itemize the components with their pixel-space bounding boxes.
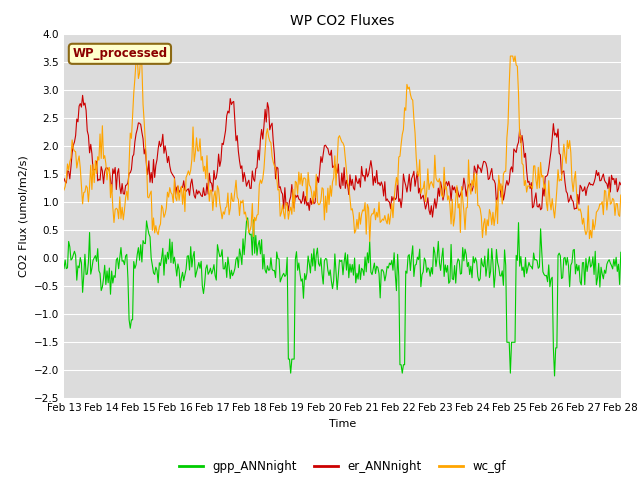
- er_ANNnight: [399, 171, 407, 177]
- gpp_ANNnight: [373, 264, 381, 269]
- gpp_ANNnight: [296, 271, 304, 276]
- gpp_ANNnight: [60, 266, 68, 272]
- Title: WP CO2 Fluxes: WP CO2 Fluxes: [290, 14, 395, 28]
- Line: wc_gf: wc_gf: [64, 56, 621, 241]
- er_ANNnight: [617, 182, 625, 188]
- gpp_ANNnight: [244, 215, 252, 221]
- er_ANNnight: [60, 176, 68, 181]
- wc_gf: [374, 214, 381, 220]
- gpp_ANNnight: [234, 254, 241, 260]
- Y-axis label: CO2 Flux (umol/m2/s): CO2 Flux (umol/m2/s): [18, 155, 28, 277]
- wc_gf: [568, 178, 576, 184]
- er_ANNnight: [373, 168, 381, 173]
- wc_gf: [617, 192, 625, 198]
- Text: WP_processed: WP_processed: [72, 48, 168, 60]
- wc_gf: [234, 197, 242, 203]
- er_ANNnight: [234, 148, 242, 154]
- gpp_ANNnight: [617, 250, 625, 255]
- wc_gf: [60, 187, 68, 193]
- wc_gf: [296, 181, 304, 187]
- gpp_ANNnight: [470, 260, 478, 266]
- gpp_ANNnight: [399, 362, 407, 368]
- er_ANNnight: [429, 214, 436, 220]
- wc_gf: [472, 191, 479, 196]
- Legend: gpp_ANNnight, er_ANNnight, wc_gf: gpp_ANNnight, er_ANNnight, wc_gf: [174, 456, 511, 478]
- er_ANNnight: [568, 197, 576, 203]
- Line: gpp_ANNnight: gpp_ANNnight: [64, 218, 621, 376]
- wc_gf: [133, 53, 141, 59]
- wc_gf: [401, 105, 408, 111]
- Line: er_ANNnight: er_ANNnight: [64, 96, 621, 217]
- wc_gf: [366, 239, 374, 244]
- er_ANNnight: [472, 167, 479, 173]
- gpp_ANNnight: [550, 373, 558, 379]
- gpp_ANNnight: [568, 260, 576, 265]
- X-axis label: Time: Time: [329, 419, 356, 429]
- er_ANNnight: [296, 197, 304, 203]
- er_ANNnight: [79, 93, 86, 98]
